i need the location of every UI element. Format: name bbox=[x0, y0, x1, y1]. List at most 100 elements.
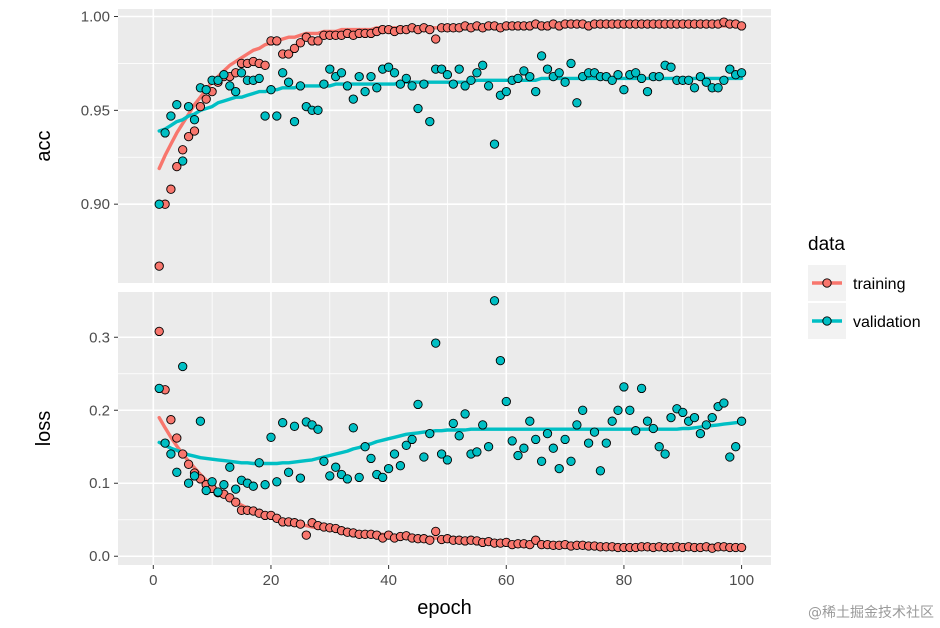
point-validation-loss bbox=[360, 442, 370, 452]
point-validation-loss bbox=[166, 449, 176, 459]
panel-loss-y-ticks: 0.0 0.1 0.2 0.3 bbox=[89, 329, 118, 565]
point-validation-loss bbox=[295, 473, 306, 483]
point-training-loss bbox=[431, 526, 441, 537]
point-validation-loss bbox=[342, 474, 353, 484]
point-training-loss bbox=[425, 535, 435, 545]
point-validation-acc bbox=[454, 64, 464, 74]
point-validation-loss bbox=[383, 463, 394, 474]
point-validation-loss bbox=[483, 442, 494, 452]
panel-loss: 0.0 0.1 0.2 0.3 loss bbox=[33, 292, 771, 565]
point-validation-loss bbox=[389, 449, 400, 459]
point-validation-loss bbox=[489, 296, 500, 306]
point-validation-acc bbox=[531, 86, 541, 97]
point-validation-loss bbox=[519, 443, 529, 453]
point-validation-acc bbox=[172, 100, 182, 110]
point-validation-acc bbox=[719, 75, 729, 85]
point-validation-acc bbox=[313, 105, 323, 115]
point-validation-loss bbox=[442, 455, 453, 465]
point-training-acc bbox=[172, 161, 182, 172]
y-tick-label: 0.3 bbox=[89, 329, 110, 346]
point-validation-acc bbox=[513, 73, 523, 84]
point-validation-acc bbox=[572, 98, 582, 108]
point-validation-loss bbox=[595, 466, 606, 476]
point-training-loss bbox=[231, 497, 241, 507]
point-validation-loss bbox=[625, 405, 635, 415]
point-validation-loss bbox=[431, 338, 441, 348]
legend-label-validation: validation bbox=[853, 314, 921, 331]
point-validation-acc bbox=[225, 81, 235, 91]
point-validation-loss bbox=[654, 442, 664, 452]
point-validation-acc bbox=[401, 73, 411, 84]
point-validation-loss bbox=[436, 449, 447, 459]
point-validation-acc bbox=[178, 156, 188, 166]
point-training-acc bbox=[313, 36, 323, 46]
point-validation-acc bbox=[413, 103, 423, 114]
y-tick-label: 0.0 bbox=[89, 548, 110, 565]
point-validation-acc bbox=[289, 116, 300, 127]
point-validation-loss bbox=[525, 416, 535, 426]
point-validation-acc bbox=[448, 79, 458, 89]
point-validation-acc bbox=[489, 139, 500, 149]
point-validation-acc bbox=[183, 101, 194, 112]
point-validation-loss bbox=[425, 428, 435, 439]
point-validation-loss bbox=[195, 416, 206, 426]
point-validation-loss bbox=[572, 420, 582, 430]
point-validation-acc bbox=[266, 85, 276, 95]
point-validation-loss bbox=[689, 412, 700, 423]
point-validation-acc bbox=[319, 79, 329, 89]
point-validation-loss bbox=[231, 484, 241, 494]
point-validation-acc bbox=[219, 70, 229, 80]
point-validation-acc bbox=[342, 81, 353, 91]
point-validation-acc bbox=[642, 86, 653, 97]
point-validation-acc bbox=[354, 71, 364, 82]
point-validation-acc bbox=[666, 62, 676, 72]
point-validation-loss bbox=[201, 485, 211, 496]
x-axis-title: epoch bbox=[417, 597, 472, 619]
point-validation-loss bbox=[366, 453, 376, 464]
point-validation-loss bbox=[660, 449, 670, 459]
point-validation-loss bbox=[666, 412, 676, 423]
point-training-acc bbox=[431, 34, 441, 44]
point-validation-acc bbox=[466, 75, 476, 85]
point-validation-loss bbox=[542, 428, 553, 439]
point-validation-loss bbox=[325, 471, 335, 481]
point-validation-acc bbox=[389, 68, 400, 78]
point-validation-loss bbox=[719, 398, 729, 408]
point-validation-loss bbox=[278, 418, 288, 428]
legend-point-training bbox=[822, 278, 832, 288]
point-validation-acc bbox=[619, 85, 629, 95]
point-validation-acc bbox=[166, 111, 176, 121]
y-axis-title-loss: loss bbox=[33, 411, 55, 447]
point-validation-acc bbox=[701, 77, 711, 87]
point-validation-acc bbox=[736, 68, 747, 78]
point-validation-acc bbox=[613, 70, 623, 80]
legend-items: training validation bbox=[808, 265, 921, 339]
point-validation-acc bbox=[272, 111, 282, 121]
point-validation-acc bbox=[501, 86, 511, 97]
point-validation-loss bbox=[601, 438, 611, 448]
point-training-acc bbox=[260, 60, 270, 70]
point-validation-loss bbox=[472, 447, 482, 457]
point-training-loss bbox=[736, 542, 747, 553]
point-validation-loss bbox=[619, 382, 629, 392]
point-validation-loss bbox=[631, 426, 641, 436]
y-tick-label: 1.00 bbox=[81, 9, 110, 26]
point-validation-loss bbox=[583, 438, 594, 448]
point-validation-acc bbox=[160, 128, 170, 138]
point-validation-acc bbox=[631, 68, 641, 78]
point-validation-loss bbox=[554, 463, 564, 474]
point-training-acc bbox=[154, 261, 164, 271]
point-validation-loss bbox=[495, 355, 506, 366]
point-validation-loss bbox=[548, 443, 558, 453]
panel-acc: 0.90 0.95 1.00 acc bbox=[33, 9, 771, 283]
point-validation-acc bbox=[236, 68, 247, 78]
point-validation-acc bbox=[442, 70, 453, 80]
x-tick-label: 40 bbox=[380, 572, 397, 589]
point-validation-loss bbox=[178, 361, 188, 372]
point-validation-acc bbox=[395, 79, 406, 89]
point-validation-loss bbox=[331, 462, 341, 472]
point-validation-loss bbox=[401, 440, 411, 450]
point-validation-loss bbox=[289, 421, 300, 431]
point-training-acc bbox=[295, 38, 306, 48]
panel-acc-background bbox=[118, 9, 771, 283]
